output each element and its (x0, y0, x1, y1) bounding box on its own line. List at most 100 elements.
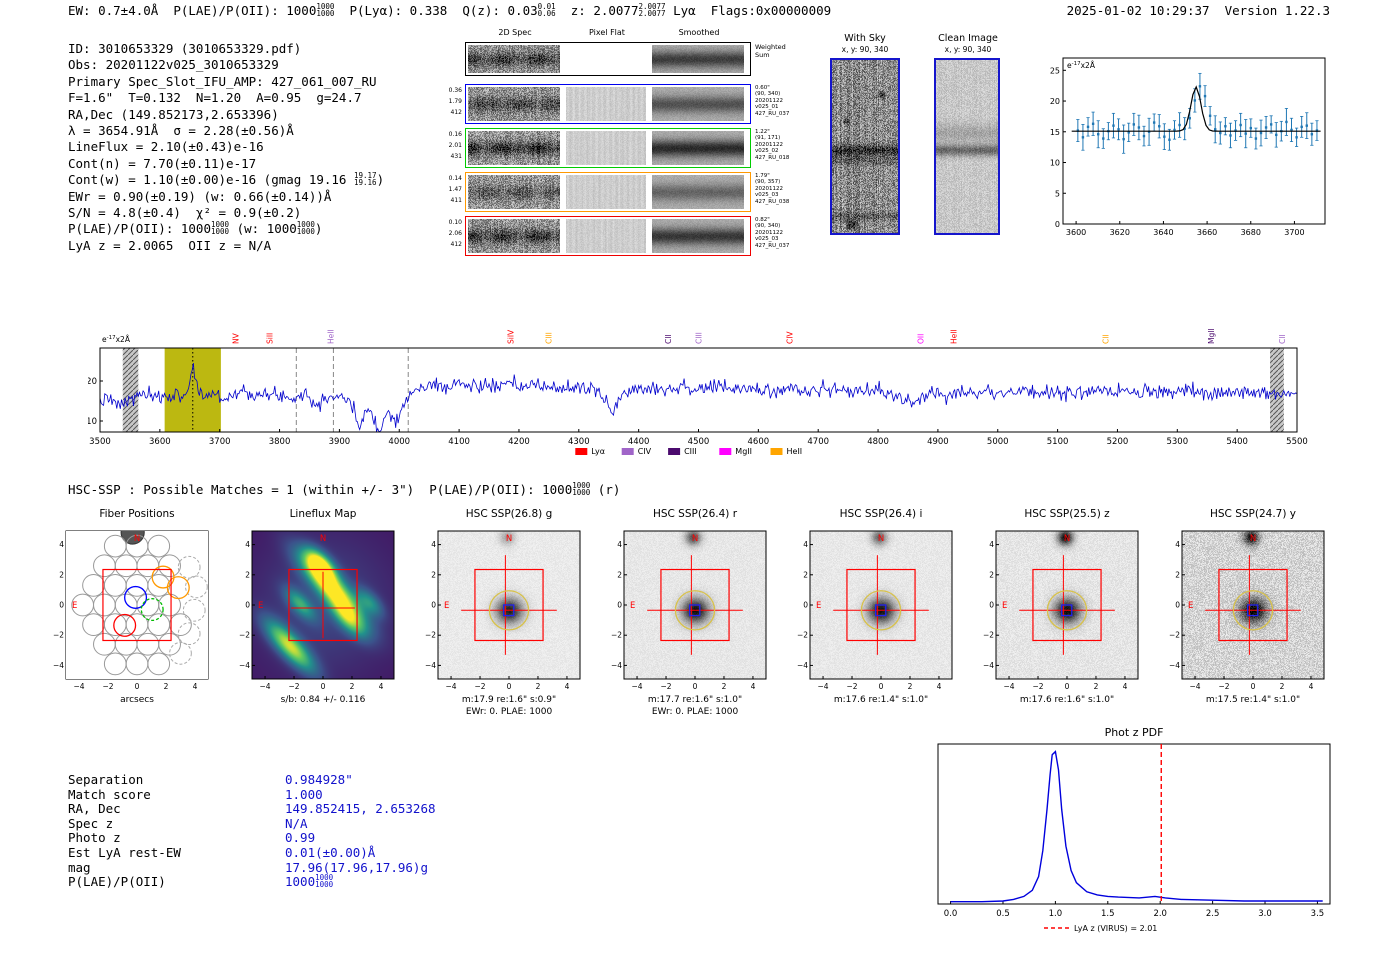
svg-text:10: 10 (88, 417, 97, 427)
svg-text:−4: −4 (53, 661, 64, 670)
spec2d-strip-image (566, 131, 646, 165)
svg-text:−4: −4 (1004, 682, 1015, 691)
info-line: S/N = 4.8(±0.4) χ² = 0.9(±0.2) (68, 205, 302, 221)
svg-text:4700: 4700 (807, 437, 829, 447)
info-line: Obs: 20201122v025_3010653329 (68, 57, 279, 73)
svg-text:Lyα: Lyα (591, 447, 605, 456)
info-line: RA,Dec (149.852173,2.653396) (68, 106, 279, 122)
svg-text:NV: NV (231, 332, 240, 344)
clean-subtitle: x, y: 90, 340 (944, 45, 992, 54)
svg-text:−4: −4 (797, 661, 808, 670)
match-value: N/A (285, 815, 308, 831)
spec2d-row-stats: 0.14 1.47 411 (448, 175, 462, 204)
cutout-panel: HSC SSP(26.8) g −4 −4 −2 −2 0 0 2 2 4 4 N E m:17.9 … (412, 508, 582, 723)
catalog-match-table: Separation 0.984928" Match score 1.000 RA, D… (68, 772, 436, 889)
svg-text:−2: −2 (102, 682, 113, 691)
info-line: ID: 3010653329 (3010653329.pdf) (68, 41, 302, 56)
panel-axes: −4 −4 −2 −2 0 0 2 2 4 4 N E (797, 530, 953, 691)
info-line: P(LAE)/P(OII): 10001000 1000 (w: 10001000… (68, 220, 323, 237)
svg-text:2: 2 (1094, 682, 1099, 691)
panel-caption-1: m:17.9 re:1.6" s:0.9" (461, 695, 557, 705)
match-value: 17.96(17.96,17.96)g (285, 859, 428, 875)
panel-title: HSC SSP(25.5) z (1024, 508, 1110, 520)
svg-text:4: 4 (245, 540, 250, 549)
svg-text:3800: 3800 (269, 437, 291, 447)
match-label: Separation (68, 772, 144, 787)
match-table-row: Est LyA rest-EW 0.01(±0.00)Å (68, 845, 436, 860)
panel-caption-2: EWr: 0. PLAE: 1000 (651, 707, 739, 717)
panel-caption-1: arcsecs (120, 695, 154, 705)
info-line: Cont(w) = 1.10(±0.00)e-16 (gmag 19.16 19… (68, 171, 385, 188)
svg-text:4: 4 (617, 540, 622, 549)
svg-text:2: 2 (536, 682, 541, 691)
svg-text:OII: OII (917, 334, 926, 344)
match-value: 0.984928" (285, 772, 353, 787)
panel-axes: −4 −4 −2 −2 0 0 2 2 4 4 N E (983, 530, 1139, 691)
svg-text:N: N (1250, 534, 1256, 544)
info-line: LineFlux = 2.10(±0.43)e-16 (68, 139, 264, 155)
match-table-row: Photo z 0.99 (68, 830, 436, 845)
svg-text:3900: 3900 (329, 437, 351, 447)
svg-text:25: 25 (1050, 66, 1060, 75)
svg-text:2: 2 (245, 570, 250, 579)
panel-caption-2: EWr: 0. PLAE: 1000 (465, 707, 553, 717)
spec2d-row-border (465, 128, 751, 168)
panel-caption-1: m:17.5 re:1.4" s:1.0" (1205, 695, 1301, 705)
svg-text:4: 4 (803, 540, 808, 549)
svg-text:Phot z PDF: Phot z PDF (1105, 726, 1164, 739)
svg-text:4: 4 (1175, 540, 1180, 549)
match-label: Photo z (68, 830, 121, 846)
match-value: 10001000 1000 (285, 873, 334, 890)
svg-text:3600: 3600 (1066, 228, 1086, 237)
match-label: P(LAE)/P(OII) (68, 874, 166, 890)
svg-text:−2: −2 (1169, 631, 1180, 640)
panel-title: Lineflux Map (289, 508, 357, 520)
spec2d-strip-image (652, 219, 744, 253)
spec2d-strip-image (468, 219, 560, 253)
svg-text:−2: −2 (239, 631, 250, 640)
svg-text:4: 4 (751, 682, 756, 691)
panel-title: HSC SSP(24.7) y (1209, 508, 1296, 520)
svg-text:4000: 4000 (388, 437, 410, 447)
svg-text:0: 0 (803, 601, 808, 610)
spec2d-weighted-sum-label: Weighted Sum (755, 43, 786, 59)
svg-text:4400: 4400 (628, 437, 650, 447)
full-spectrum-chart: 3500 3600 3700 3800 3900 4000 4100 4200 4300 4400… (88, 328, 1308, 456)
svg-text:0.0: 0.0 (944, 909, 958, 919)
svg-text:HeII: HeII (949, 329, 958, 344)
match-table-row: Separation 0.984928" (68, 772, 436, 787)
spec2d-row-border (465, 42, 751, 76)
svg-text:E: E (72, 601, 77, 611)
match-label: Est LyA rest-EW (68, 844, 181, 860)
spec2d-strip-image (652, 45, 744, 73)
svg-text:−2: −2 (846, 682, 857, 691)
spec2d-strip-image (468, 87, 560, 121)
svg-text:E: E (258, 601, 263, 611)
svg-text:CIII: CIII (684, 447, 697, 456)
svg-text:−2: −2 (474, 682, 485, 691)
svg-text:3500: 3500 (89, 437, 111, 447)
svg-text:0: 0 (1065, 682, 1070, 691)
svg-text:0: 0 (59, 601, 64, 610)
svg-text:−2: −2 (288, 682, 299, 691)
svg-text:2: 2 (350, 682, 355, 691)
svg-text:2: 2 (59, 570, 64, 579)
svg-text:3660: 3660 (1197, 228, 1217, 237)
match-table-row: P(LAE)/P(OII) 10001000 1000 (68, 874, 436, 889)
svg-text:4900: 4900 (927, 437, 949, 447)
svg-text:15: 15 (1050, 128, 1060, 137)
withsky-subtitle: x, y: 90, 340 (841, 45, 889, 54)
spec2d-strip-image (468, 45, 560, 73)
svg-text:4300: 4300 (568, 437, 590, 447)
svg-text:−2: −2 (53, 631, 64, 640)
spec2d-strip-image (566, 87, 646, 121)
info-line: F=1.6" T=0.132 N=1.20 A=0.95 g=24.7 (68, 90, 362, 106)
clean-image-frame (934, 58, 1000, 235)
withsky-image (832, 60, 898, 233)
detection-info-block: ID: 3010653329 (3010653329.pdf) Obs: 2020… (68, 41, 384, 254)
svg-text:−4: −4 (1190, 682, 1201, 691)
cutout-panel: HSC SSP(26.4) i −4 −4 −2 −2 0 0 2 2 4 4 N E m:17.6 … (784, 508, 954, 723)
svg-text:−2: −2 (983, 631, 994, 640)
svg-text:HeII: HeII (326, 329, 335, 344)
spec2d-strip-image (566, 219, 646, 253)
